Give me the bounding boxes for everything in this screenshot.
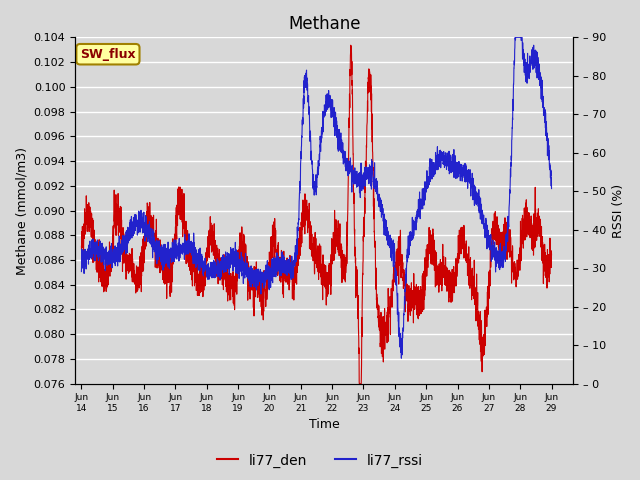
Line: li77_den: li77_den (81, 45, 552, 384)
Text: SW_flux: SW_flux (80, 48, 136, 61)
li77_den (347, 42, 355, 48)
li77_rssi (548, 186, 556, 192)
li77_den (77, 243, 85, 249)
li77_rssi (159, 250, 167, 256)
li77_den (355, 381, 363, 386)
li77_rssi (278, 249, 286, 255)
X-axis label: Time: Time (309, 419, 340, 432)
li77_den (159, 277, 167, 283)
li77_den (131, 272, 139, 277)
Y-axis label: RSSI (%): RSSI (%) (612, 183, 625, 238)
li77_rssi (258, 276, 266, 282)
li77_den (278, 271, 286, 276)
Legend: li77_den, li77_rssi: li77_den, li77_rssi (211, 448, 429, 473)
li77_rssi (539, 94, 547, 100)
Line: li77_rssi: li77_rssi (81, 37, 552, 358)
li77_rssi (397, 355, 405, 361)
li77_rssi (77, 269, 85, 275)
li77_den (539, 240, 547, 245)
li77_rssi (511, 35, 519, 40)
li77_rssi (488, 242, 495, 248)
Y-axis label: Methane (mmol/m3): Methane (mmol/m3) (15, 146, 28, 275)
li77_den (258, 300, 266, 306)
li77_rssi (131, 228, 139, 233)
li77_den (488, 226, 496, 231)
Title: Methane: Methane (288, 15, 360, 33)
li77_den (548, 252, 556, 258)
